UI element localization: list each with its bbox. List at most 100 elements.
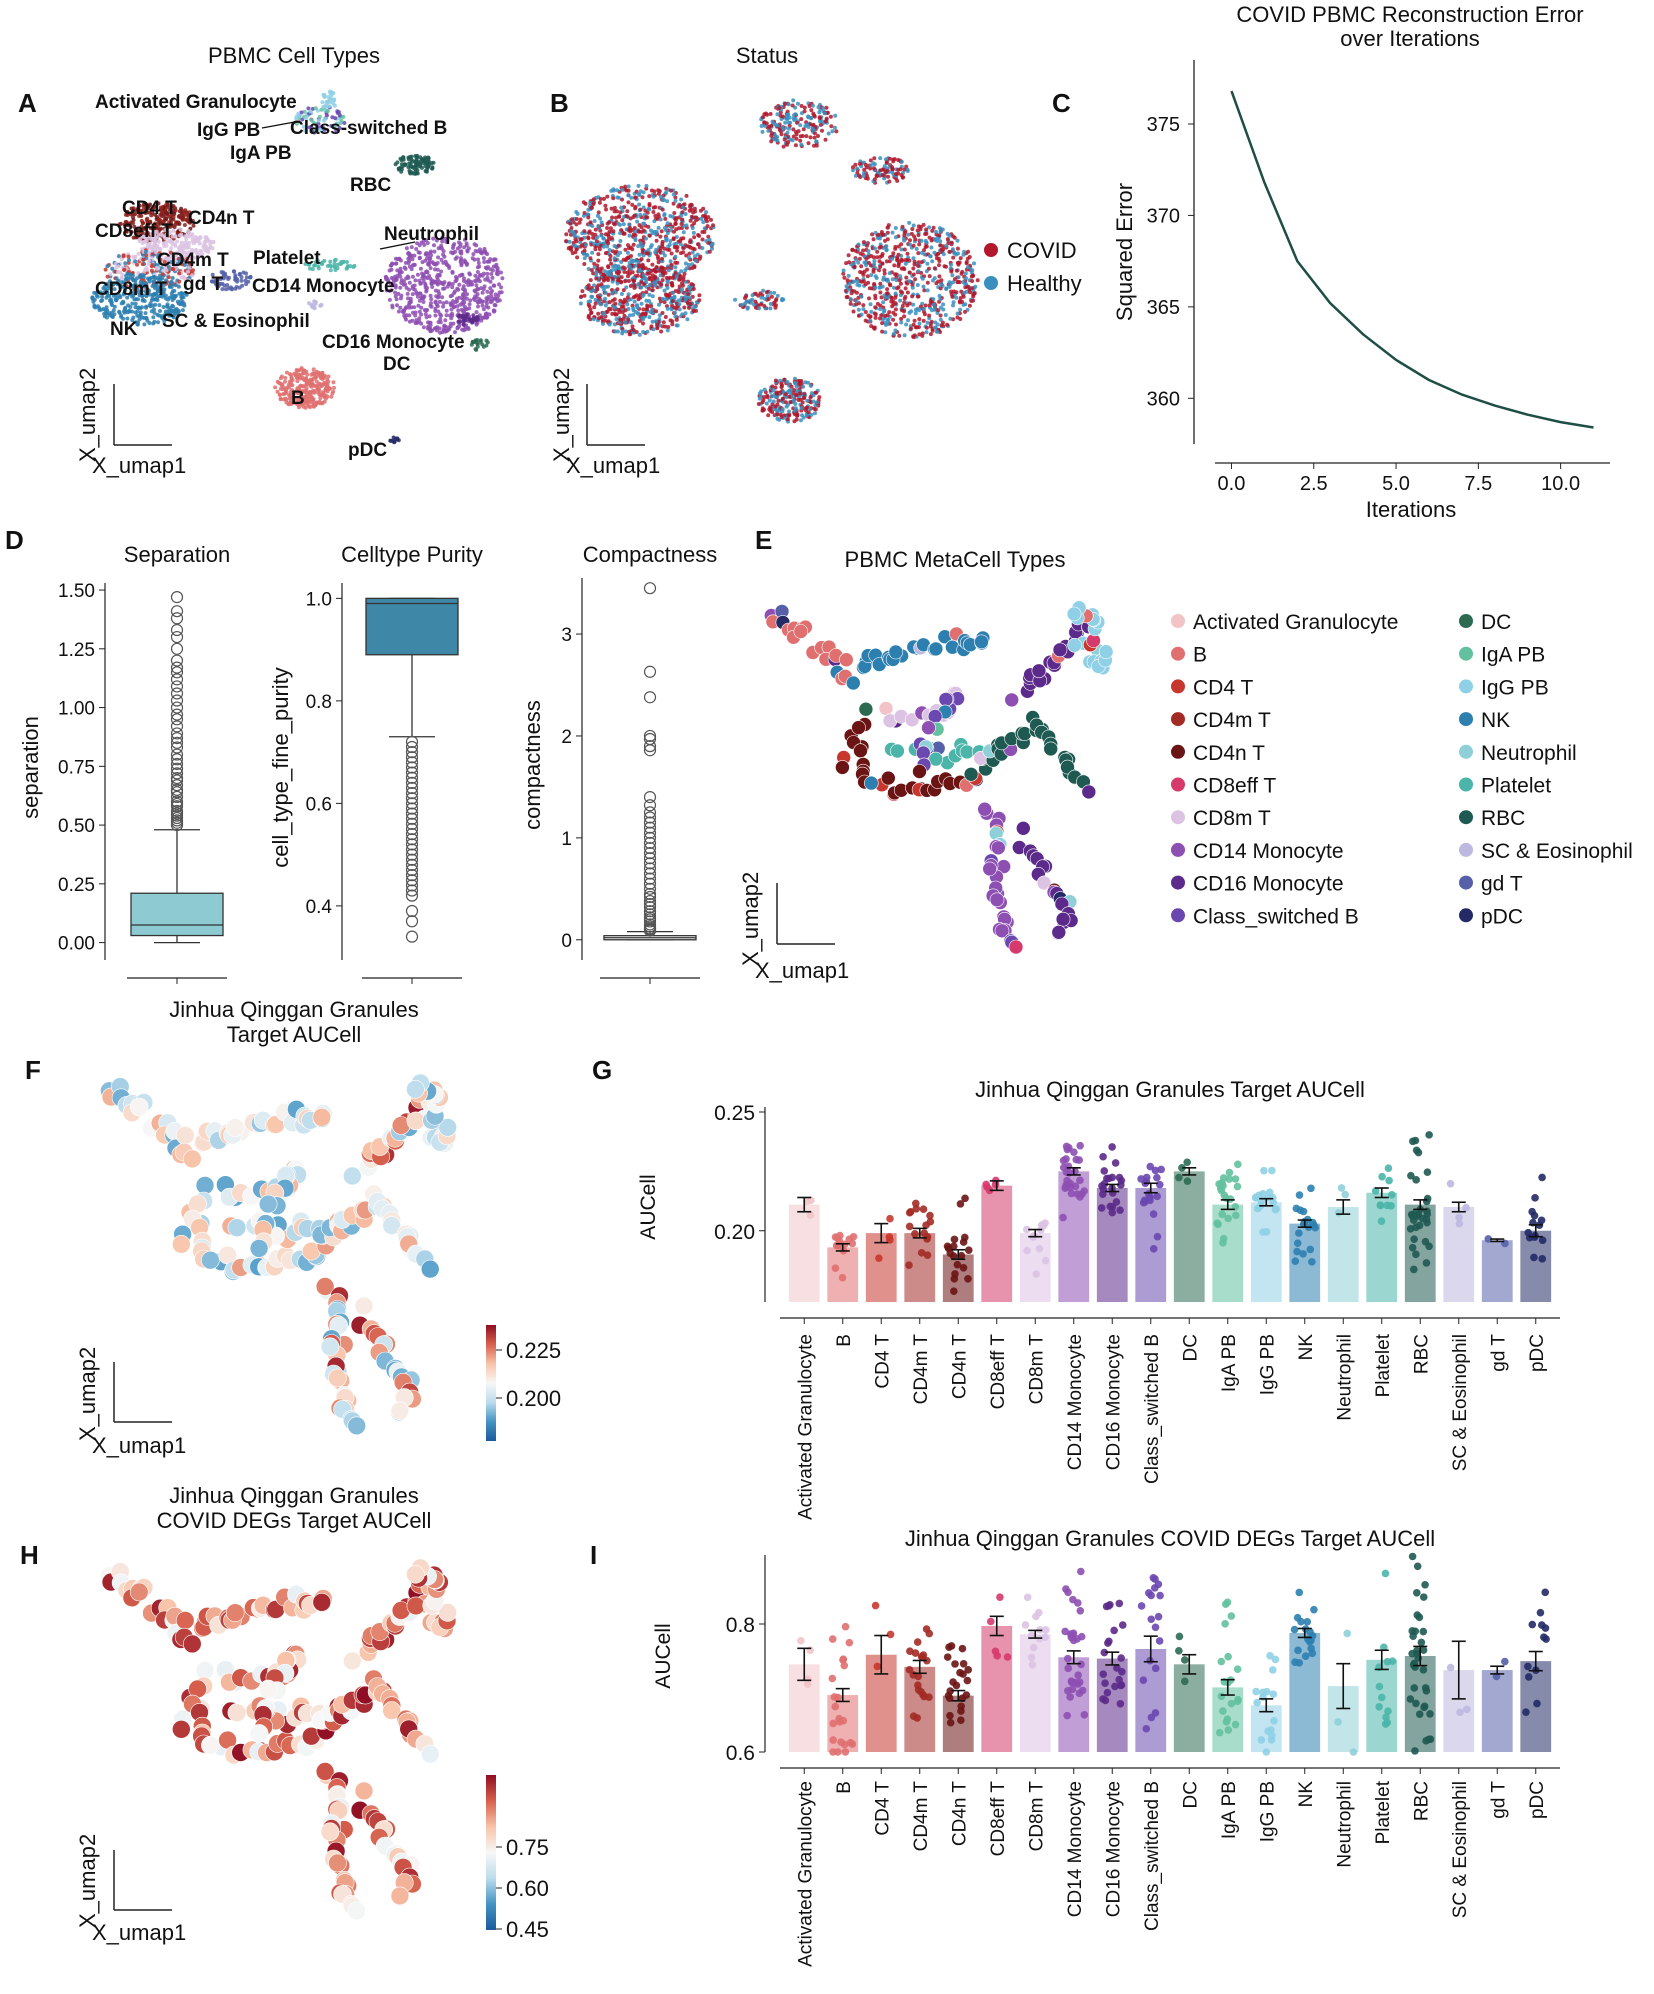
panel-h-yaxis-label: X_umap2 (75, 1834, 100, 1928)
chart-I-xtick-2: CD4 T (872, 1781, 893, 1836)
chart-G-bar-5 (981, 1185, 1013, 1302)
panel-letter-e: E (755, 525, 773, 555)
chart-G-bar-9 (1135, 1188, 1167, 1302)
panel-a-label-6: CD4n T (188, 208, 255, 229)
chart-G-bar-2 (865, 1233, 897, 1302)
panel-f-colorbar-tick-0: 0.225 (506, 1338, 561, 1363)
panel-f-umap-axes: X_umap1 X_umap2 (75, 1347, 186, 1458)
legend-swatch-18 (1459, 875, 1473, 890)
blob-nk (578, 263, 702, 337)
boxplot-2-ytick-0: 3 (561, 625, 572, 646)
legend-swatch-10 (1459, 614, 1473, 628)
chart-c-xtick-3: 7.5 (1464, 473, 1492, 495)
panel-e-yaxis-label: X_umap2 (738, 872, 763, 966)
boxplot-2: Compactness 3 2 1 0 compactness (520, 542, 717, 984)
boxplot-0-box (130, 892, 224, 937)
chart-c-ytick-0: 375 (1147, 114, 1180, 136)
boxplot-0-ytick-1: 1.25 (58, 640, 95, 661)
chart-G-bar-14 (1327, 1207, 1359, 1302)
chart-I-xtick-19: pDC (1527, 1781, 1548, 1819)
chart-I-bar-18 (1481, 1670, 1513, 1752)
cluster-activated-granulocyte (320, 89, 337, 109)
panel-e-xaxis-label: X_umap1 (755, 958, 849, 983)
panel-a-label-4: RBC (350, 175, 391, 196)
blob-rbc (851, 156, 910, 185)
chart-c-series-line (1230, 90, 1594, 429)
panel-a-label-12: gd T (183, 274, 223, 295)
legend-label-10: DC (1481, 611, 1511, 634)
chart-I-xtick-3: CD4m T (911, 1781, 932, 1852)
chart-I-xtick-9: Class_switched B (1142, 1781, 1163, 1931)
legend-label-18: gd T (1481, 873, 1523, 896)
legend-swatch-16 (1459, 810, 1473, 825)
panel-d-boxplots: Separation1.501.251.000.750.500.250.00se… (18, 542, 717, 984)
panel-b: Status COVID Healthy X_umap1 X_umap2 (549, 43, 1082, 478)
boxplot-2-ylabel: compactness (520, 700, 545, 830)
chart-c-ytick-1: 370 (1147, 205, 1180, 227)
chart-G-bar-6 (1019, 1233, 1051, 1302)
panel-a-label-0: Activated Granulocyte (95, 92, 297, 113)
cluster-cd14-monocyte (383, 236, 505, 335)
chart-c-title-line1: COVID PBMC Reconstruction Error (1236, 2, 1583, 27)
boxplot-2-ytick-2: 1 (561, 829, 572, 850)
legend-swatch-17 (1459, 842, 1473, 857)
cluster-b (273, 366, 336, 410)
panel-a-title: PBMC Cell Types (208, 43, 380, 68)
chart-G-bar-12 (1250, 1202, 1282, 1302)
chart-G-bar-0 (788, 1204, 820, 1302)
cluster-gd-t (209, 269, 253, 292)
legend-label-0: Activated Granulocyte (1193, 611, 1398, 634)
chart-I-xtick-10: DC (1180, 1781, 1201, 1808)
legend-label-17: SC & Eosinophil (1481, 840, 1633, 863)
panel-e-title: PBMC MetaCell Types (845, 547, 1066, 572)
chart-c-ytick-3: 360 (1147, 388, 1180, 410)
boxplot-0-ylabel: separation (18, 716, 43, 819)
panel-b-yaxis-label: X_umap2 (549, 368, 574, 462)
legend-label-16: RBC (1481, 807, 1525, 830)
legend-label-13: NK (1481, 709, 1510, 732)
chart-G-xtick-14: Neutrophil (1334, 1334, 1355, 1421)
legend-swatch-11 (1459, 646, 1473, 661)
legend-label-12: IgG PB (1481, 676, 1549, 699)
chart-I-xtick-13: NK (1296, 1781, 1317, 1808)
chart-G-xtick-11: IgA PB (1219, 1334, 1240, 1392)
panel-f-colorbar-tick-1: 0.200 (506, 1386, 561, 1411)
panel-b-legend: COVID Healthy (984, 238, 1082, 296)
boxplot-0-ytick-4: 0.50 (58, 816, 95, 837)
panel-a-label-19: pDC (348, 440, 387, 461)
legend-swatch-5 (1171, 777, 1185, 792)
boxplot-0-title: Separation (124, 542, 230, 567)
panel-a-label-13: CD14 Monocyte (252, 276, 395, 297)
chart-G-bar-10 (1173, 1171, 1205, 1302)
panel-h-colorbar-tick-2: 0.45 (506, 1917, 549, 1942)
panel-a-label-5: CD4 T (122, 198, 177, 219)
legend-covid-swatch (984, 243, 998, 257)
chart-G-xtick-12: IgG PB (1257, 1334, 1278, 1395)
legend-swatch-2 (1171, 679, 1185, 694)
panel-e-legend: Activated Granulocyte B CD4 T CD4m T CD4n T C… (1171, 611, 1633, 928)
legend-healthy-swatch (984, 276, 998, 290)
legend-label-11: IgA PB (1481, 644, 1545, 667)
panel-b-title: Status (736, 43, 798, 68)
boxplot-0: Separation 1.50 1.25 1.00 0.75 0.50 0.25 0.00 se… (18, 542, 230, 984)
chart-G-xtick-17: SC & Eosinophil (1450, 1334, 1471, 1471)
panel-f-title-line2: Target AUCell (227, 1022, 362, 1047)
chart-I-xtick-16: RBC (1411, 1781, 1432, 1821)
legend-label-7: CD14 Monocyte (1193, 840, 1344, 863)
boxplot-1-ylabel: cell_type_fine_purity (268, 667, 293, 868)
blob-monocytes (841, 220, 980, 340)
chart-G-xtick-3: CD4m T (911, 1334, 932, 1405)
chart-c-xtick-1: 2.5 (1300, 473, 1328, 495)
legend-label-14: Neutrophil (1481, 742, 1577, 765)
panel-letter-i: I (590, 1540, 598, 1570)
panel-h-title-line2: COVID DEGs Target AUCell (157, 1508, 432, 1533)
panel-a-xaxis-label: X_umap1 (92, 453, 186, 478)
panel-h: Jinhua Qinggan Granules COVID DEGs Targe… (75, 1483, 549, 1945)
chart-G-bar-19 (1520, 1230, 1552, 1302)
legend-swatch-7 (1171, 842, 1185, 857)
chart-I-ytick-0: 0.8 (726, 1614, 755, 1637)
boxplot-1-title: Celltype Purity (341, 542, 483, 567)
chart-I-xtick-14: Neutrophil (1334, 1781, 1355, 1868)
chart-I-bar-10 (1173, 1664, 1205, 1752)
